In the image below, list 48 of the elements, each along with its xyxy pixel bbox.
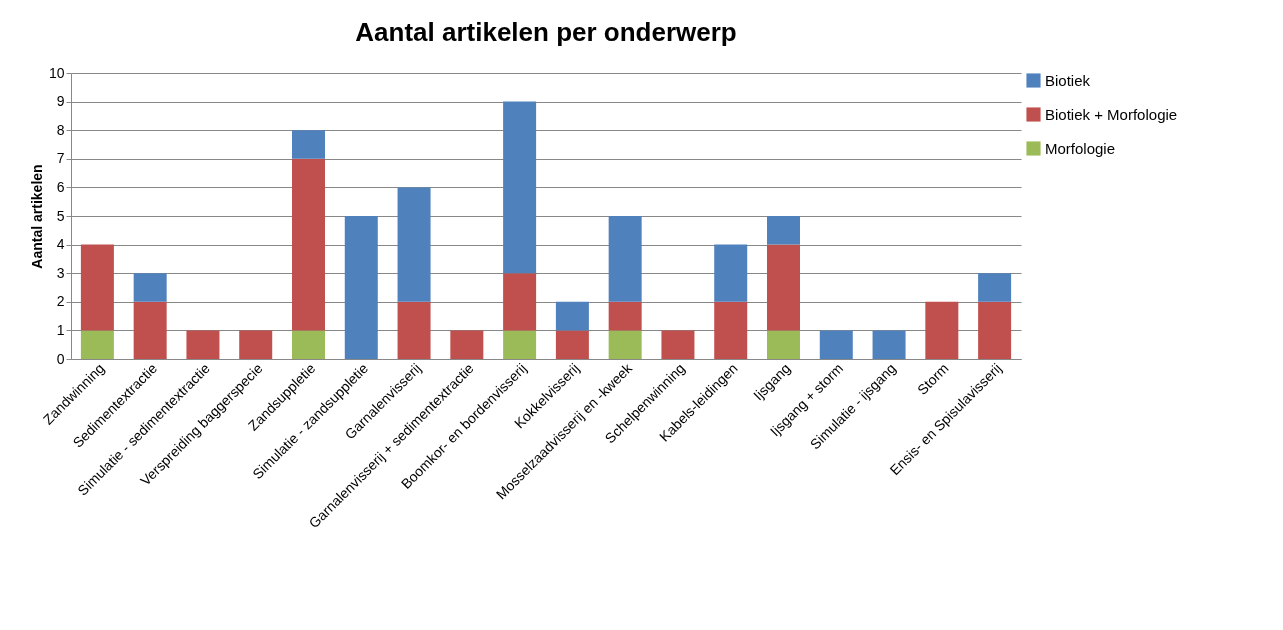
bar bbox=[80, 244, 114, 331]
bar bbox=[819, 330, 853, 359]
legend-label: Biotiek bbox=[1045, 71, 1091, 89]
y-axis-title: Aantal artikelen bbox=[28, 164, 45, 269]
y-tick-label: 6 bbox=[56, 178, 65, 195]
y-tick-label: 3 bbox=[56, 264, 65, 281]
y-tick-label: 5 bbox=[56, 207, 65, 224]
bar bbox=[80, 330, 114, 359]
bar bbox=[767, 330, 800, 359]
legend-label: Biotiek + Morfologie bbox=[1045, 105, 1178, 123]
bar bbox=[292, 130, 325, 159]
bar bbox=[133, 273, 167, 302]
bar bbox=[767, 244, 800, 331]
bar bbox=[503, 273, 537, 331]
bar bbox=[186, 330, 220, 359]
bar bbox=[978, 273, 1012, 302]
bar bbox=[555, 330, 589, 359]
bar bbox=[397, 301, 431, 359]
bar bbox=[397, 187, 431, 302]
bar bbox=[608, 216, 642, 302]
bar bbox=[767, 216, 800, 245]
bar bbox=[292, 330, 325, 359]
y-tick-label: 2 bbox=[56, 293, 65, 310]
bar bbox=[872, 330, 906, 359]
bar bbox=[344, 216, 378, 359]
y-tick-label: 7 bbox=[56, 150, 65, 167]
bar bbox=[503, 330, 537, 359]
y-tick-label: 4 bbox=[56, 236, 65, 253]
bar bbox=[133, 301, 167, 359]
bar bbox=[239, 330, 273, 359]
bar bbox=[503, 101, 537, 274]
bar bbox=[608, 330, 642, 359]
legend-label: Morfologie bbox=[1045, 139, 1116, 157]
bar bbox=[555, 301, 589, 331]
chart-title: Aantal artikelen per onderwerp bbox=[355, 17, 737, 47]
bar bbox=[450, 330, 484, 359]
bar bbox=[661, 330, 695, 359]
y-tick-label: 9 bbox=[56, 93, 65, 110]
y-tick-label: 1 bbox=[56, 321, 65, 338]
bar bbox=[714, 301, 748, 359]
bar bbox=[925, 301, 959, 359]
bar bbox=[978, 301, 1012, 359]
y-tick-label: 10 bbox=[48, 64, 65, 81]
bar bbox=[292, 158, 325, 331]
y-tick-label: 0 bbox=[56, 350, 65, 367]
bar bbox=[714, 244, 748, 302]
y-tick-label: 8 bbox=[56, 121, 65, 138]
bar bbox=[608, 301, 642, 331]
